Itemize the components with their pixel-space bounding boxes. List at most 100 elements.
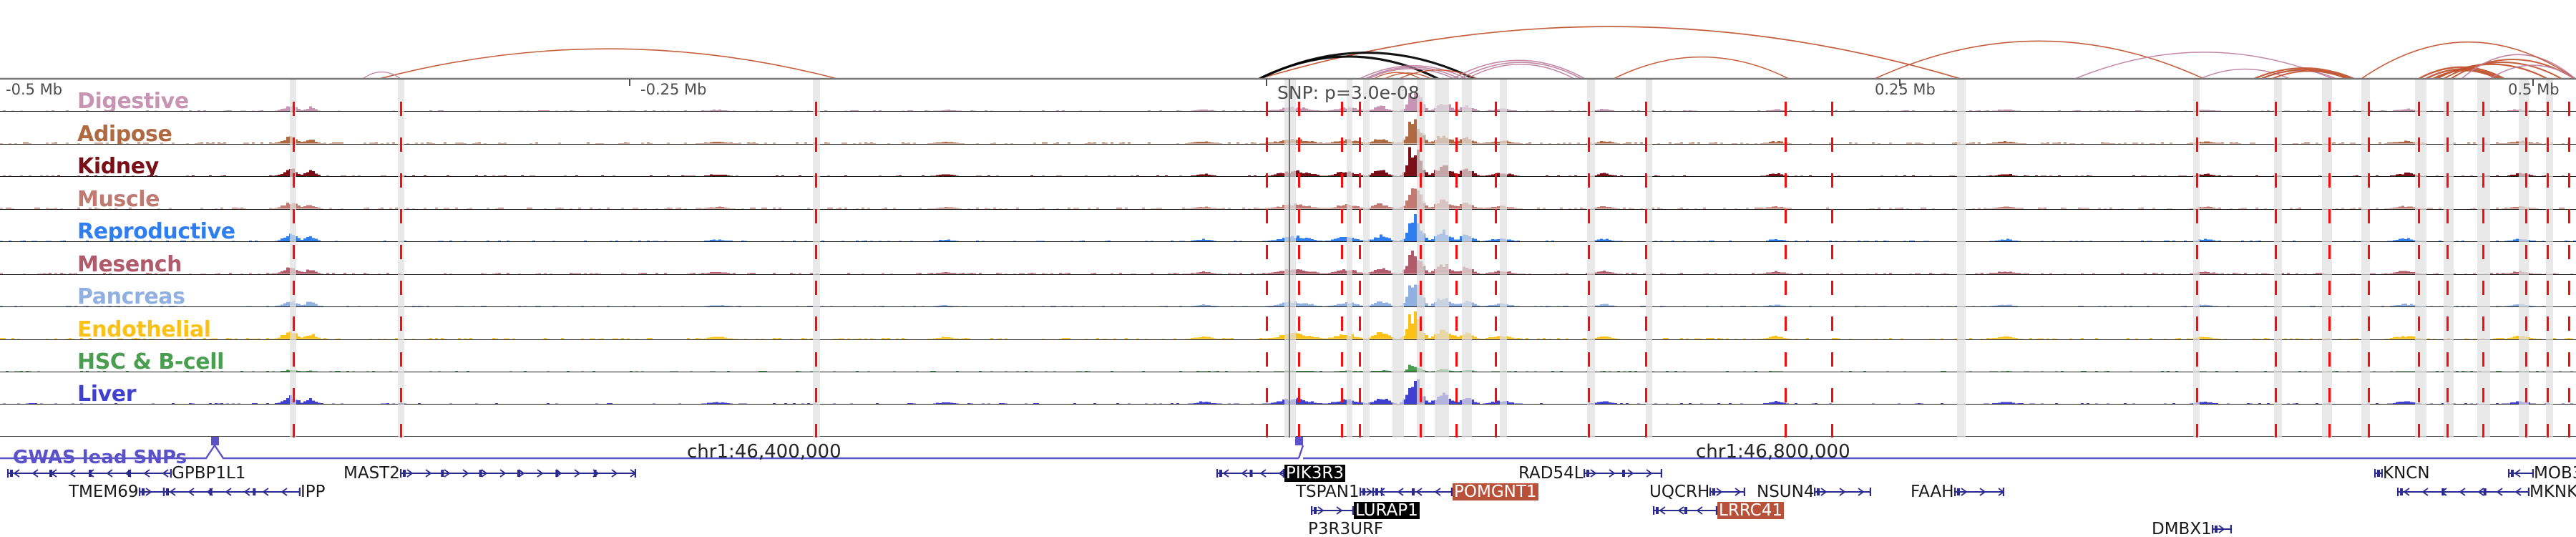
gwas-lead-snp-svg <box>0 437 2576 460</box>
gene-model-ipp[interactable]: IPP <box>163 483 326 500</box>
gene-label: PIK3R3 <box>1284 463 1345 483</box>
interaction-arc <box>2361 42 2576 79</box>
signal-area-path <box>0 311 2573 339</box>
gene-body-svg <box>1953 487 2004 496</box>
coordinate-label-center: chr1:46,400,000 <box>687 441 841 463</box>
interaction-arc <box>2200 68 2290 79</box>
interaction-arc <box>1365 67 1460 79</box>
gwas-lead-snp-track[interactable]: GWAS lead SNPs chr1:46,400,000 chr1:46,8… <box>0 437 2576 469</box>
track-row[interactable]: Pancreas <box>0 275 2576 308</box>
gene-model-pik3r3[interactable]: PIK3R3 <box>1216 463 1345 483</box>
gene-label: DMBX1 <box>2152 519 2212 537</box>
gene-label: LURAP1 <box>1354 500 1420 520</box>
track-row[interactable]: HSC & B-cell <box>0 340 2576 372</box>
gene-body-svg <box>2508 468 2534 478</box>
axis-tick-minus-quarter: -0.25 Mb <box>640 81 707 98</box>
signal-area-path <box>0 213 2576 242</box>
gene-label: IPP <box>301 482 326 501</box>
gwas-lead-snp-marker[interactable] <box>211 437 219 445</box>
chromatin-interaction-arc-panel <box>0 0 2576 79</box>
interaction-arc <box>1259 51 1475 79</box>
signal-area-path <box>3 379 2573 405</box>
gene-body-svg <box>138 487 165 496</box>
gene-body-svg <box>7 468 172 478</box>
signal-area-reproductive <box>0 213 2576 242</box>
gene-model-gpbp1l1[interactable]: GPBP1L1 <box>7 463 246 483</box>
track-row[interactable]: Endothelial <box>0 307 2576 340</box>
gene-body-svg <box>1216 468 1284 478</box>
gene-label: GPBP1L1 <box>172 463 246 483</box>
gene-model-nsun4[interactable]: NSUN4 <box>1757 483 1872 500</box>
interaction-arc <box>1459 62 1582 79</box>
gene-label: UQCRH <box>1649 482 1710 501</box>
gene-model-dmbx1[interactable]: DMBX1 <box>2152 520 2232 537</box>
gene-label: MOB3C <box>2534 463 2576 483</box>
gene-model-mknk1[interactable]: MKNK1 <box>2397 483 2576 500</box>
gwas-lead-snp-label: GWAS lead SNPs <box>13 447 187 468</box>
signal-area-endothelial <box>0 311 2573 339</box>
gene-label: MAST2 <box>343 463 400 483</box>
gene-label: RAD54L <box>1518 463 1584 483</box>
interaction-arc <box>2418 66 2505 79</box>
interaction-arc <box>2260 69 2351 79</box>
interaction-arc <box>1367 68 1455 79</box>
gene-body-svg <box>1372 487 1453 496</box>
signal-area-muscle <box>0 188 2573 209</box>
gene-label: LRRC41 <box>1717 500 1784 520</box>
track-row[interactable]: Reproductive <box>0 210 2576 243</box>
gene-body-svg <box>2374 468 2383 478</box>
gene-model-tspan1[interactable]: TSPAN1 <box>1296 483 1382 500</box>
gene-model-rad54l[interactable]: RAD54L <box>1518 463 1662 483</box>
gene-label: TMEM69 <box>69 482 139 501</box>
interaction-arc <box>1373 72 1421 79</box>
interaction-arc <box>2253 67 2355 79</box>
signal-area-path <box>0 250 2573 274</box>
gwas-connector-line <box>0 445 1304 460</box>
gene-label: POMGNT1 <box>1453 482 1538 501</box>
signal-area-liver <box>3 379 2573 405</box>
interaction-arc <box>1384 72 1432 79</box>
gene-model-mob3c[interactable]: MOB3C <box>2508 463 2576 483</box>
gene-model-uqcrh[interactable]: UQCRH <box>1649 482 1746 501</box>
gene-label: P3R3URF <box>1308 519 1384 537</box>
signal-area-path <box>6 364 2576 372</box>
interaction-arc <box>2443 62 2562 79</box>
gene-body-svg <box>1814 487 1872 496</box>
interaction-arc <box>2271 70 2348 79</box>
gene-body-svg <box>1653 505 1717 515</box>
track-row[interactable]: Adipose <box>0 112 2576 145</box>
interaction-arc <box>2436 63 2548 79</box>
interaction-arc <box>2489 64 2576 79</box>
track-row[interactable]: Muscle <box>0 177 2576 210</box>
signal-area-path <box>0 188 2573 209</box>
gwas-lead-snp-marker[interactable] <box>1295 437 1303 445</box>
gene-model-kncn[interactable]: KNCN <box>2374 463 2430 483</box>
signal-area-path <box>0 147 2567 177</box>
gene-model-p3r3urf[interactable]: P3R3URF <box>1308 520 1383 537</box>
signal-area-path <box>0 284 2576 307</box>
gene-body-svg <box>399 468 636 478</box>
gene-model-lrrc41[interactable]: LRRC41 <box>1653 500 1784 520</box>
gene-model-tmem69[interactable]: TMEM69 <box>69 483 165 500</box>
interaction-arc <box>2074 52 2333 79</box>
gene-model-lurap1[interactable]: LURAP1 <box>1311 500 1420 520</box>
gene-model-faah[interactable]: FAAH <box>1911 483 2004 500</box>
gene-label: MKNK1 <box>2529 482 2576 501</box>
gene-label: KNCN <box>2383 463 2430 483</box>
interaction-arc <box>1452 59 1586 79</box>
gene-body-svg <box>1583 468 1662 478</box>
signal-area-kidney <box>0 147 2567 177</box>
interaction-arc <box>379 48 838 79</box>
gene-model-mast2[interactable]: MAST2 <box>343 463 636 483</box>
track-row[interactable]: Liver <box>0 372 2576 405</box>
interaction-arc <box>1359 65 1468 79</box>
interaction-arc <box>362 71 401 79</box>
coordinate-label-right: chr1:46,800,000 <box>1696 441 1850 463</box>
gene-annotation-track[interactable]: GPBP1L1 MAST2 TMEM69 IPP PIK3R3 RAD54L KNCN MOB… <box>0 464 2576 537</box>
track-row[interactable]: Mesench <box>0 242 2576 275</box>
gene-body-svg <box>2397 487 2529 496</box>
gene-model-pomgnt1[interactable]: POMGNT1 <box>1372 483 1538 500</box>
signal-area-path <box>0 119 2576 144</box>
interaction-arc <box>2461 54 2576 79</box>
track-row[interactable]: Kidney <box>0 145 2576 178</box>
